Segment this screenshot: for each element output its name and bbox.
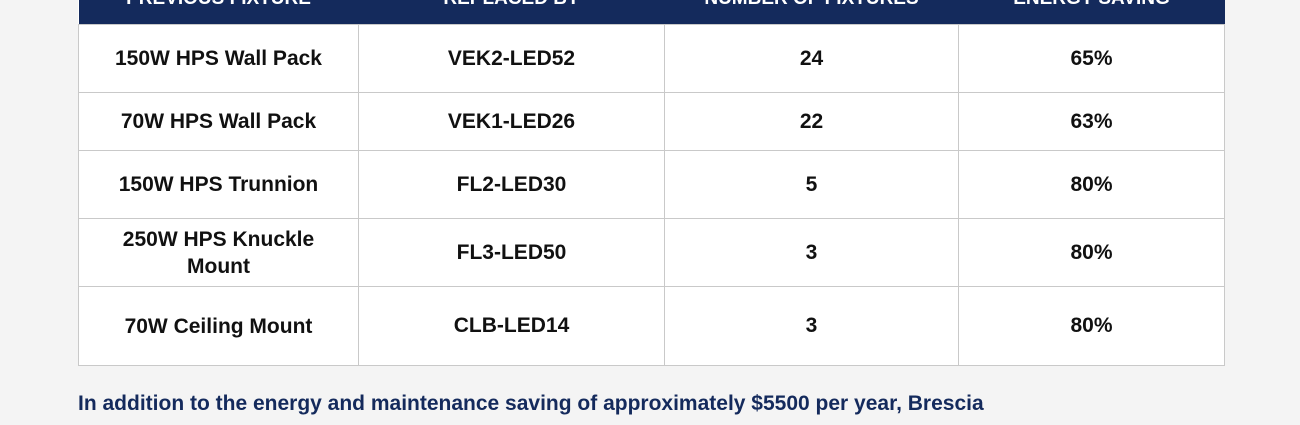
table-body: 150W HPS Wall Pack VEK2-LED52 24 65% 70W HPS… (78, 24, 1225, 366)
cell-text: 250W HPS Knuckle Mount (122, 227, 315, 278)
header-cell: NUMBER OF FIXTURES (664, 0, 959, 25)
header-text: ENERGY SAVING (959, 0, 1225, 10)
table-cell: FL3-LED50 (358, 218, 665, 287)
cell-text: FL3-LED50 (456, 240, 567, 264)
table-cell: 3 (664, 286, 959, 366)
table-cell: 80% (958, 286, 1225, 366)
table-cell: VEK1-LED26 (358, 92, 665, 151)
table-cell: CLB-LED14 (358, 286, 665, 366)
header-cell: PREVIOUS FIXTURE (78, 0, 359, 25)
header-row: PREVIOUS FIXTUREREPLACED BYNUMBER OF FIX… (78, 0, 1225, 25)
cell-text: 70W Ceiling Mount (124, 314, 313, 338)
table-cell: FL2-LED30 (358, 150, 665, 219)
cell-text: 70W HPS Wall Pack (120, 110, 317, 133)
table-row: 150W HPS Trunnion FL2-LED30 5 80% (78, 150, 1225, 219)
table-cell: 24 (664, 24, 959, 93)
table-cell: 63% (958, 92, 1225, 151)
table-cell: 80% (958, 150, 1225, 219)
table-row: 70W Ceiling Mount CLB-LED14 3 80% (78, 286, 1225, 366)
table-cell: 5 (664, 150, 959, 219)
cell-text: 24 (799, 46, 824, 70)
table-cell: VEK2-LED52 (358, 24, 665, 93)
header-text: PREVIOUS FIXTURE (79, 0, 359, 10)
cell-text: 80% (1070, 240, 1113, 264)
cell-text: 22 (799, 109, 824, 133)
table-cell: 22 (664, 92, 959, 151)
cell-text: VEK2-LED52 (447, 46, 576, 70)
table-row: 150W HPS Wall Pack VEK2-LED52 24 65% (78, 24, 1225, 93)
cell-text: 63% (1070, 109, 1113, 133)
table-cell: 250W HPS Knuckle Mount (78, 218, 359, 287)
table-cell: 150W HPS Trunnion (78, 150, 359, 219)
cell-text: CLB-LED14 (453, 314, 570, 337)
header-text: REPLACED BY (359, 0, 665, 10)
cell-text: 3 (805, 240, 818, 264)
paragraph: In addition to the energy and maintenanc… (78, 392, 984, 415)
table-cell: 3 (664, 218, 959, 287)
fixture-table: PREVIOUS FIXTUREREPLACED BYNUMBER OF FIX… (78, 0, 1225, 366)
header-cell: REPLACED BY (358, 0, 665, 25)
table-cell: 70W HPS Wall Pack (78, 92, 359, 151)
header-cell: ENERGY SAVING (958, 0, 1225, 25)
cell-text: VEK1-LED26 (447, 109, 576, 133)
cell-text: 150W HPS Wall Pack (115, 47, 322, 70)
cell-text: 80% (1070, 314, 1113, 337)
header-text: NUMBER OF FIXTURES (665, 0, 959, 10)
table-row: 70W HPS Wall Pack VEK1-LED26 22 63% (78, 92, 1225, 151)
cell-text: FL2-LED30 (456, 172, 567, 196)
table-cell: 70W Ceiling Mount (78, 286, 359, 366)
table-row: 250W HPS Knuckle Mount FL3-LED50 3 80% (78, 218, 1225, 287)
table-cell: 80% (958, 218, 1225, 287)
cell-text: 80% (1070, 172, 1113, 196)
cell-text: 65% (1070, 46, 1113, 70)
table-cell: 65% (958, 24, 1225, 93)
table-cell: 150W HPS Wall Pack (78, 24, 359, 93)
cell-text: 3 (805, 314, 818, 337)
cell-text: 5 (805, 172, 818, 196)
cell-text: 150W HPS Trunnion (118, 173, 319, 196)
